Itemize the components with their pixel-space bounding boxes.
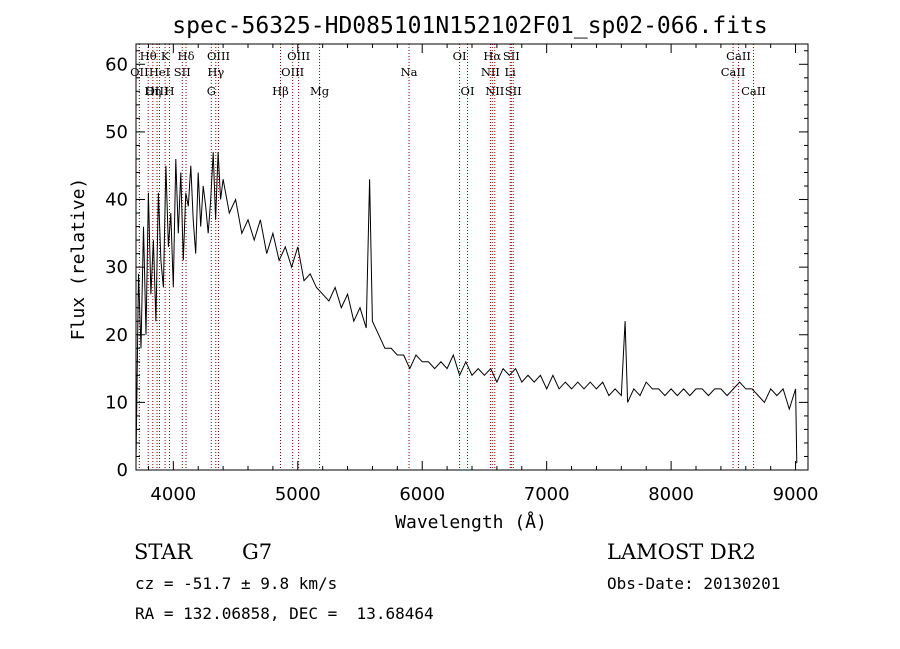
y-tick-label-4: 40: [105, 190, 128, 211]
line-marker-label-22: SII: [503, 49, 520, 63]
line-marker-label-7: SII: [174, 65, 191, 79]
x-tick-label-5: 9000: [773, 484, 819, 505]
line-marker-label-10: OIII: [207, 49, 230, 63]
survey-name: LAMOST DR2: [607, 540, 756, 564]
y-tick-label-2: 20: [105, 325, 128, 346]
y-tick-label-5: 50: [105, 122, 128, 143]
line-marker-label-3: OIII: [145, 84, 168, 98]
y-tick-label-3: 30: [105, 257, 128, 278]
x-tick-label-0: 4000: [150, 484, 196, 505]
line-marker-label-8: Hδ: [178, 49, 195, 63]
line-marker-label-16: Na: [401, 65, 418, 79]
line-marker-label-6: H: [164, 84, 174, 98]
line-marker-label-9: G: [207, 84, 216, 98]
line-marker-label-18: OI: [461, 84, 475, 98]
line-marker-label-27: CaII: [741, 84, 766, 98]
line-marker-label-11: Hγ: [207, 65, 224, 79]
observation-date: Obs-Date: 20130201: [607, 574, 781, 593]
line-marker-label-5: K: [161, 49, 170, 63]
redshift-cz: cz = -51.7 ± 9.8 km/s: [135, 574, 338, 593]
object-class: STAR: [134, 540, 193, 564]
x-axis-ticks: 4000 5000 6000 7000 8000 9000: [147, 44, 819, 505]
line-marker-label-13: OIII: [281, 65, 304, 79]
emission-line-markers: OIIHθHηOIIIHeIKHSIIHδGOIIIHγHβOIIIOIIIMg…: [130, 44, 766, 470]
object-subclass: G7: [242, 540, 273, 564]
x-tick-label-2: 6000: [399, 484, 445, 505]
spectrum-line: [135, 152, 798, 464]
y-axis-label: Flux (relative): [68, 178, 89, 341]
plot-area: [135, 152, 798, 464]
chart-title: spec-56325-HD085101N152102F01_sp02-066.f…: [172, 13, 767, 39]
line-marker-label-17: OI: [453, 49, 467, 63]
x-axis-label: Wavelength (Å): [395, 511, 547, 533]
x-tick-label-1: 5000: [275, 484, 321, 505]
line-marker-label-2: Hη: [144, 84, 161, 98]
line-marker-label-26: CaII: [726, 49, 751, 63]
x-tick-label-3: 7000: [524, 484, 570, 505]
line-marker-label-15: Mg: [310, 84, 330, 98]
line-marker-label-19: NII: [481, 65, 500, 79]
line-marker-label-0: OII: [130, 65, 149, 79]
plot-frame: [135, 43, 809, 471]
y-tick-label-1: 10: [105, 392, 128, 413]
line-marker-label-20: Hα: [483, 49, 501, 63]
line-marker-label-25: CaII: [721, 65, 746, 79]
line-marker-label-1: Hθ: [140, 49, 157, 63]
y-tick-label-6: 60: [105, 54, 128, 75]
line-marker-label-24: SII: [505, 84, 522, 98]
y-tick-label-0: 0: [117, 460, 128, 481]
line-marker-label-14: OIII: [287, 49, 310, 63]
line-marker-label-23: Li: [505, 65, 517, 79]
line-marker-label-12: Hβ: [272, 84, 289, 98]
y-axis-ticks: 0 10 20 30 40 50 60: [105, 50, 808, 481]
line-marker-label-4: HeI: [149, 65, 170, 79]
coordinates: RA = 132.06858, DEC = 13.68464: [135, 604, 434, 623]
line-marker-label-21: NII: [485, 84, 504, 98]
x-tick-label-4: 8000: [648, 484, 694, 505]
